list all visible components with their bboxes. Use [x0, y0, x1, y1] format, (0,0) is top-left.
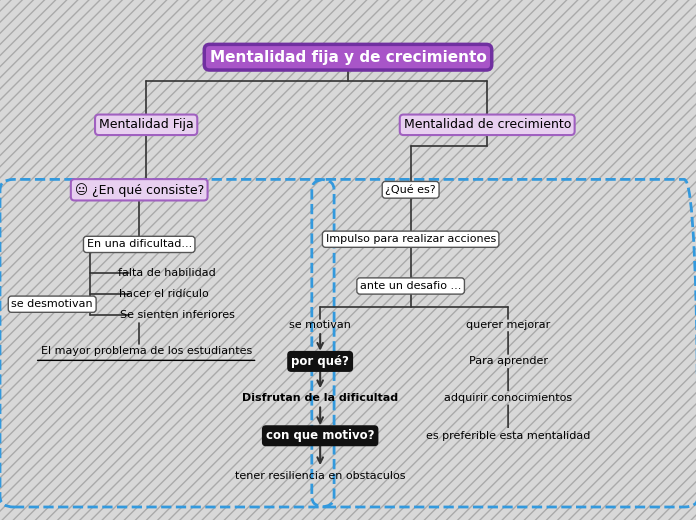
Text: querer mejorar: querer mejorar: [466, 320, 551, 330]
Text: Impulso para realizar acciones: Impulso para realizar acciones: [326, 234, 496, 244]
Text: Mentalidad Fija: Mentalidad Fija: [99, 118, 193, 131]
Text: es preferible esta mentalidad: es preferible esta mentalidad: [426, 431, 590, 441]
Text: ante un desafio ...: ante un desafio ...: [360, 281, 461, 291]
Text: En una dificultad...: En una dificultad...: [86, 239, 192, 250]
Text: por qué?: por qué?: [291, 355, 349, 368]
Text: se desmotivan: se desmotivan: [11, 299, 93, 309]
Text: Para aprender: Para aprender: [468, 356, 548, 367]
Text: con que motivo?: con que motivo?: [266, 430, 374, 442]
Text: ¿Qué es?: ¿Qué es?: [386, 185, 436, 195]
Text: hacer el ridículo: hacer el ridículo: [119, 289, 208, 299]
Text: Mentalidad de crecimiento: Mentalidad de crecimiento: [404, 118, 571, 131]
Text: se motivan: se motivan: [290, 320, 351, 330]
Text: tener resiliencia en obstaculos: tener resiliencia en obstaculos: [235, 471, 405, 481]
Text: El mayor problema de los estudiantes: El mayor problema de los estudiantes: [40, 346, 252, 356]
Text: adquirir conocimientos: adquirir conocimientos: [444, 393, 572, 403]
Text: Disfrutan de la dificultad: Disfrutan de la dificultad: [242, 393, 398, 403]
Text: 😐 ¿En qué consiste?: 😐 ¿En qué consiste?: [74, 183, 204, 197]
Text: Se sienten inferiores: Se sienten inferiores: [120, 309, 235, 320]
Text: Mentalidad fija y de crecimiento: Mentalidad fija y de crecimiento: [209, 50, 487, 64]
Text: falta de habilidad: falta de habilidad: [118, 268, 216, 278]
